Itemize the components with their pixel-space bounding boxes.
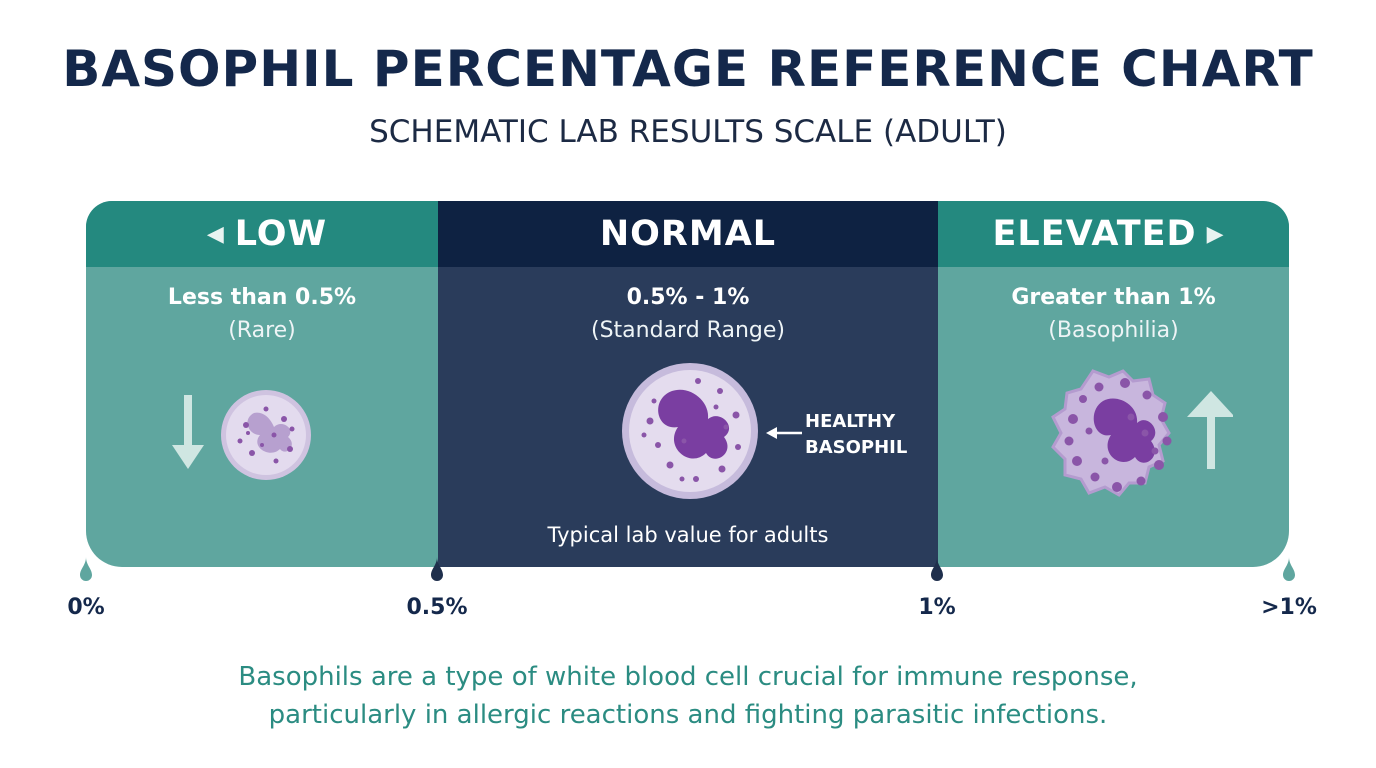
marker-above-1 [1283, 557, 1295, 581]
tick-label-0-5: 0.5% [406, 595, 468, 620]
left-arrow-icon [766, 427, 802, 439]
down-arrow-icon [172, 395, 204, 469]
zone-elevated-range: Greater than 1% [1011, 285, 1216, 310]
zone-low-header: ◀ LOW [86, 201, 438, 267]
zone-elevated-note: (Basophilia) [1048, 318, 1179, 343]
tick-label-1: 1% [918, 595, 956, 620]
zone-normal: NORMAL 0.5% - 1% (Standard Range) HEALTH… [438, 201, 938, 567]
footer-line-1: Basophils are a type of white blood cell… [238, 662, 1138, 692]
footer-line-2: particularly in allergic reactions and f… [268, 700, 1108, 730]
zone-normal-label: NORMAL [599, 214, 777, 254]
activated-basophil-icon [1051, 369, 1233, 497]
zone-low: ◀ LOW Less than 0.5% (Rare) [86, 201, 438, 567]
small-basophil-icon [172, 390, 311, 480]
up-arrow-icon [1187, 391, 1233, 469]
zone-low-range: Less than 0.5% [167, 285, 357, 310]
zone-normal-range: 0.5% - 1% [626, 285, 750, 310]
zone-normal-note: (Standard Range) [591, 318, 785, 343]
healthy-basophil-callout: HEALTHY BASOPHIL [805, 411, 908, 458]
right-triangle-icon: ▶ [1206, 221, 1225, 247]
marker-1 [931, 557, 943, 581]
zone-normal-header: NORMAL [438, 201, 938, 267]
marker-0-5 [431, 557, 443, 581]
normal-zone-caption: Typical lab value for adults [547, 523, 829, 547]
chart-subtitle: SCHEMATIC LAB RESULTS SCALE (ADULT) [369, 114, 1007, 150]
zone-low-label: LOW [234, 214, 328, 254]
healthy-basophil-icon [622, 363, 758, 499]
footer-description: Basophils are a type of white blood cell… [0, 658, 1376, 734]
reference-scale: ◀ LOW Less than 0.5% (Rare) NORMAL 0.5 [86, 201, 1289, 567]
zone-elevated-label: ELEVATED [992, 214, 1197, 254]
tick-label-above-1: >1% [1261, 595, 1317, 620]
left-triangle-icon: ◀ [206, 221, 225, 247]
chart-title: BASOPHIL PERCENTAGE REFERENCE CHART [62, 40, 1314, 98]
zone-elevated-header: ELEVATED ▶ [938, 201, 1289, 267]
zone-low-note: (Rare) [228, 318, 296, 343]
zone-elevated: ELEVATED ▶ Greater than 1% (Basophilia) [938, 201, 1289, 567]
tick-label-0: 0% [67, 595, 105, 620]
marker-0 [80, 557, 92, 581]
